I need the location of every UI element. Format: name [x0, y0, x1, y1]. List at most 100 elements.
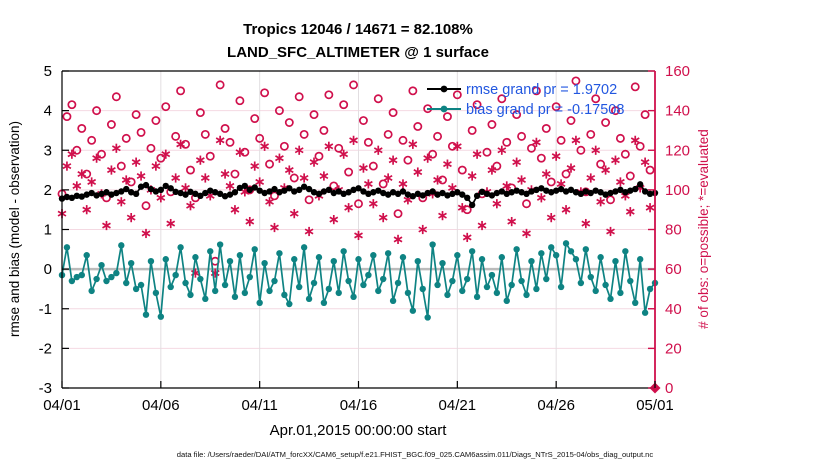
evaluated-obs-marker: [497, 147, 507, 154]
rmse-point: [241, 182, 249, 190]
y-tick-label-left: 5: [44, 63, 52, 80]
evaluated-obs-marker: [423, 155, 433, 162]
possible-obs-marker: [561, 169, 571, 179]
evaluated-obs-marker: [536, 194, 546, 201]
rmse-point: [483, 190, 491, 198]
evaluated-obs-marker: [561, 206, 571, 213]
possible-obs-marker: [349, 80, 359, 90]
possible-obs-marker: [309, 110, 319, 120]
y-tick-label-left: 0: [44, 261, 52, 278]
rmse-point: [310, 189, 318, 196]
possible-obs-marker: [368, 161, 378, 171]
evaluated-obs-marker: [551, 153, 561, 160]
possible-obs-marker: [591, 94, 601, 104]
possible-obs-marker: [398, 135, 408, 145]
evaluated-obs-marker: [546, 214, 556, 221]
possible-obs-marker: [176, 86, 186, 96]
evaluated-obs-marker: [304, 228, 314, 235]
bias-point: [434, 281, 441, 289]
y-tick-label-right: 120: [665, 142, 690, 159]
x-tick-label: 05/01: [636, 397, 674, 414]
bias-point: [597, 254, 604, 261]
evaluated-obs-marker: [408, 141, 418, 148]
rmse-point: [389, 189, 397, 196]
possible-obs-marker: [265, 159, 274, 169]
bias-point: [281, 291, 288, 299]
possible-obs-marker: [67, 100, 77, 110]
possible-obs-marker: [77, 124, 87, 133]
evaluated-obs-marker: [413, 169, 423, 176]
evaluated-obs-marker: [255, 178, 265, 185]
possible-obs-marker: [586, 129, 596, 139]
possible-obs-marker: [314, 151, 324, 161]
bias-point: [182, 279, 189, 287]
bias-point: [513, 246, 520, 253]
bias-point: [88, 287, 95, 295]
bias-point: [538, 250, 545, 257]
rmse-point: [93, 192, 100, 199]
y-tick-label-left: 3: [44, 142, 52, 159]
evaluated-obs-marker: [270, 224, 279, 231]
rmse-point: [157, 186, 165, 194]
rmse-point: [172, 188, 179, 196]
bias-point: [592, 287, 599, 295]
evaluated-obs-marker: [517, 176, 526, 184]
bias-point: [646, 285, 654, 293]
possible-obs-marker: [635, 141, 645, 151]
y-axis-label-right: # of obs: o=possible; *=evaluated: [696, 129, 711, 329]
bias-point: [226, 258, 234, 265]
possible-obs-marker: [378, 179, 388, 189]
evaluated-obs-marker: [82, 206, 92, 213]
possible-obs-marker: [546, 177, 556, 187]
possible-obs-marker: [527, 143, 536, 153]
evaluated-obs-marker: [220, 170, 230, 178]
rmse-point: [182, 191, 189, 198]
evaluated-obs-marker: [502, 182, 512, 189]
evaluated-obs-marker: [462, 234, 472, 241]
rmse-point: [562, 188, 570, 195]
rmse-point: [370, 189, 377, 196]
bias-point: [113, 269, 120, 277]
bias-point: [211, 287, 219, 295]
rmse-point: [63, 193, 71, 201]
possible-obs-marker: [551, 102, 561, 112]
rmse-point: [444, 192, 451, 199]
possible-obs-marker: [452, 90, 462, 100]
bias-point: [612, 258, 619, 265]
bias-point: [572, 256, 580, 263]
rmse-point: [271, 185, 278, 193]
possible-obs-marker: [536, 153, 546, 163]
rmse-point: [221, 193, 229, 200]
possible-obs-marker: [482, 147, 492, 157]
bias-point: [78, 271, 85, 279]
bias-point: [632, 299, 639, 307]
bias-point: [468, 248, 476, 255]
possible-obs-marker: [373, 94, 383, 104]
possible-obs-marker: [344, 167, 354, 177]
possible-obs-marker: [62, 112, 72, 122]
bias-point: [340, 248, 347, 255]
possible-obs-marker: [413, 122, 423, 131]
possible-obs-marker: [161, 102, 171, 112]
bias-point: [360, 281, 367, 289]
rmse-point: [197, 192, 204, 200]
evaluated-obs-marker: [136, 172, 146, 180]
rmse-point: [488, 192, 496, 199]
evaluated-obs-marker: [349, 137, 358, 144]
possible-obs-marker: [358, 116, 368, 125]
rmse-point: [567, 186, 575, 194]
evaluated-obs-marker: [121, 176, 131, 184]
possible-obs-marker: [611, 106, 620, 116]
evaluated-obs-marker: [102, 222, 111, 229]
rmse-point: [162, 182, 169, 190]
evaluated-obs-marker: [324, 143, 334, 150]
rmse-point: [538, 185, 545, 192]
possible-obs-marker: [601, 118, 611, 127]
possible-obs-marker: [136, 127, 146, 137]
possible-obs-marker: [541, 124, 551, 133]
rmse-point: [202, 189, 209, 197]
possible-obs-marker: [156, 153, 166, 163]
possible-obs-marker: [299, 129, 309, 139]
bias-point: [300, 244, 308, 251]
bias-point: [399, 254, 407, 261]
